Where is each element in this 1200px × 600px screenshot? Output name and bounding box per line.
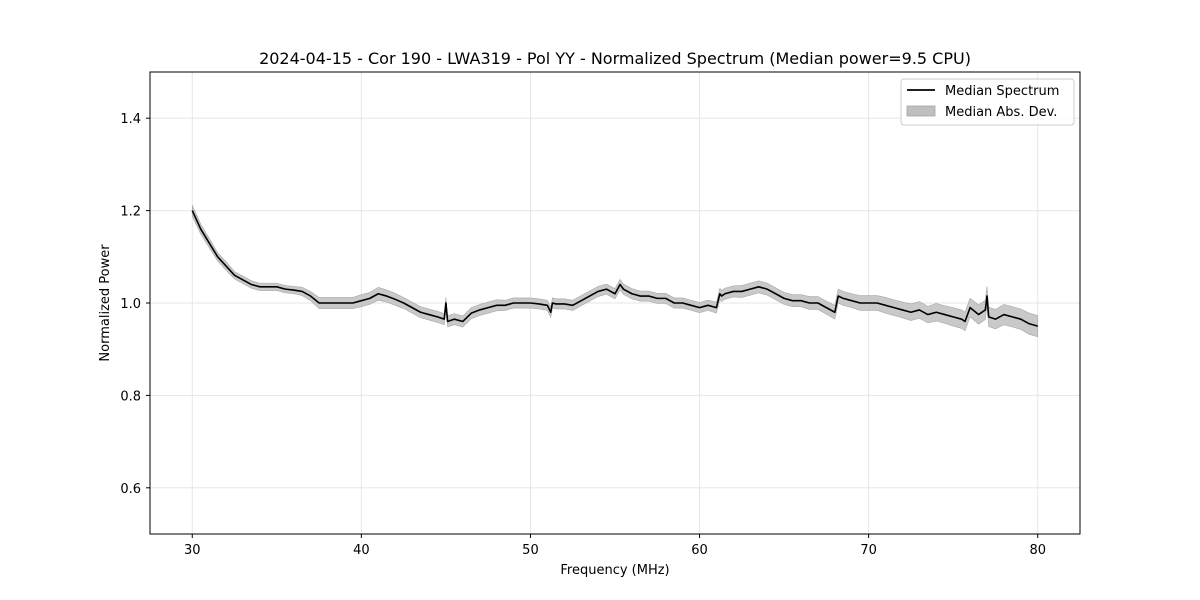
x-tick-label: 40 xyxy=(353,543,370,558)
x-tick-label: 30 xyxy=(184,543,201,558)
x-tick-label: 80 xyxy=(1029,543,1046,558)
legend-label-median-spectrum: Median Spectrum xyxy=(945,84,1059,99)
y-tick-label: 0.8 xyxy=(120,389,141,404)
legend: Median Spectrum Median Abs. Dev. xyxy=(900,78,1075,126)
legend-label-median-abs-dev: Median Abs. Dev. xyxy=(945,105,1057,120)
legend-box xyxy=(900,78,1075,126)
y-tick-label: 1.0 xyxy=(120,297,141,312)
tick-layer: 30 40 50 60 70 80 0.6 0.8 1.0 1.2 1.4 xyxy=(120,112,1046,558)
x-tick-label: 50 xyxy=(522,543,539,558)
y-tick-label: 1.4 xyxy=(120,112,141,127)
median-spectrum-line xyxy=(191,210,1038,327)
y-axis-label: Normalized Power xyxy=(98,244,113,362)
legend-band-swatch xyxy=(906,105,936,117)
x-tick-label: 70 xyxy=(860,543,877,558)
x-tick-label: 60 xyxy=(691,543,708,558)
y-tick-label: 0.6 xyxy=(120,482,141,497)
median-line-layer xyxy=(191,210,1038,327)
x-axis-label: Frequency (MHz) xyxy=(560,563,669,578)
y-tick-label: 1.2 xyxy=(120,205,141,220)
chart-title: 2024-04-15 - Cor 190 - LWA319 - Pol YY -… xyxy=(259,49,971,68)
